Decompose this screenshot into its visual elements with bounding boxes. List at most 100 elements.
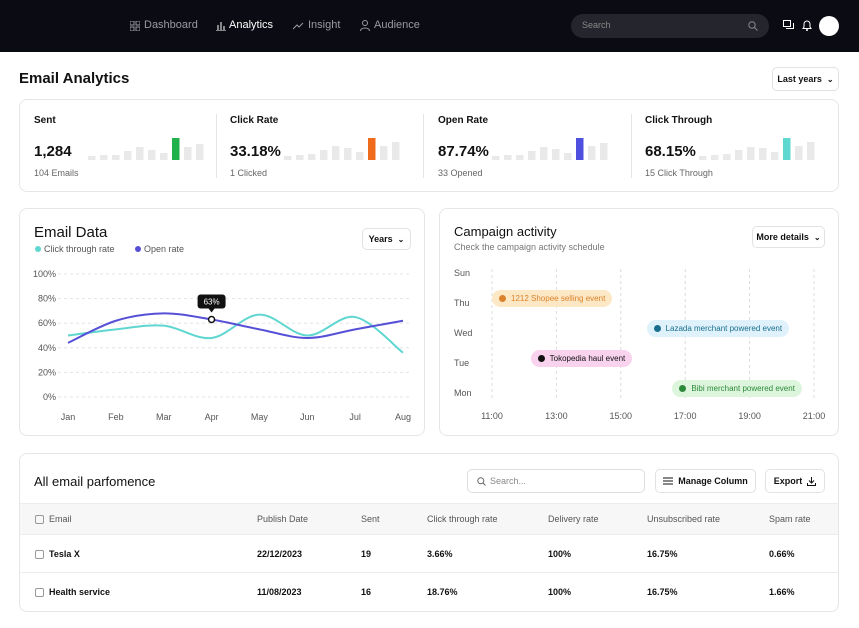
mini-bar	[795, 146, 803, 160]
mini-bar	[284, 156, 292, 160]
chat-icon[interactable]	[783, 20, 794, 31]
table-cell: 19	[361, 549, 372, 559]
search-placeholder: Search	[582, 20, 611, 30]
y-tick-label: Sun	[454, 268, 470, 278]
avatar[interactable]	[819, 16, 839, 36]
column-header: Delivery rate	[548, 514, 599, 524]
column-header: Publish Date	[257, 514, 309, 524]
stats-card: Sent 1,284 104 Emails Click Rate 33.18% 1 Cli…	[19, 99, 839, 192]
table-cell: 16.75%	[647, 549, 678, 559]
table-cell: 1.66%	[769, 587, 795, 597]
campaign-card: Campaign activity Check the campaign act…	[439, 208, 839, 436]
mini-bar	[699, 156, 707, 160]
x-tick-label: Feb	[108, 412, 124, 422]
manage-column-button[interactable]: Manage Column	[655, 469, 756, 493]
bell-icon[interactable]	[802, 20, 812, 31]
event-label: 1212 Shopee selling event	[511, 294, 606, 303]
stat-value: 68.15%	[645, 143, 696, 160]
event-label: Lazada merchant powered event	[665, 324, 783, 333]
stat-detail: 104 Emails	[34, 168, 79, 178]
table-search[interactable]: Search...	[467, 469, 645, 493]
icon	[216, 22, 226, 31]
stat-value: 33.18%	[230, 143, 281, 160]
table-cell: 16.75%	[647, 587, 678, 597]
event-pill: Lazada merchant powered event	[646, 320, 790, 337]
x-tick-label: 19:00	[738, 411, 761, 421]
nav-bar: Dashboard Analytics Insight Audience Sea…	[0, 0, 859, 52]
stat-label: Click Through	[645, 115, 713, 126]
mini-bar	[344, 148, 352, 160]
row-checkbox	[35, 588, 44, 597]
nav-item[interactable]: Insight	[308, 19, 341, 31]
mini-bar	[184, 147, 192, 160]
mini-bar	[320, 150, 328, 160]
table-card: All email parfomence Search... Manage Co…	[19, 453, 839, 612]
row-checkbox	[35, 550, 44, 559]
y-tick-label: 100%	[33, 269, 56, 279]
divider	[631, 114, 632, 178]
chevron: ⌄	[397, 234, 405, 244]
x-tick-label: Aug	[395, 412, 411, 422]
mini-bar	[172, 138, 180, 160]
icon	[748, 21, 758, 31]
y-tick-label: 0%	[43, 392, 56, 402]
stat-detail: 1 Clicked	[230, 168, 268, 178]
mini-bar	[196, 144, 204, 160]
mini-bar	[356, 152, 364, 160]
event-dot	[537, 355, 545, 362]
chevron: ⌄	[826, 74, 834, 84]
mini-bar-chart	[284, 138, 400, 160]
table-title: All email parfomence	[34, 474, 156, 489]
search-box[interactable]: Search	[571, 14, 769, 38]
stat-value: 87.74%	[438, 143, 489, 160]
mini-bar	[759, 148, 767, 160]
mini-bar	[380, 146, 388, 160]
mini-bar	[735, 150, 743, 160]
nav-item[interactable]: Dashboard	[144, 19, 198, 31]
y-tick-label: 80%	[38, 294, 56, 304]
event-pill: Tokopedia haul event	[530, 350, 633, 367]
divider	[423, 114, 424, 178]
mini-bar	[528, 151, 536, 160]
line-chart: 0% 20% 40% 60% 80% 100% Jan Feb Mar Apr May Jun Jul A…	[33, 244, 411, 422]
row-divider	[20, 572, 838, 573]
icon	[130, 21, 140, 31]
nav-item[interactable]: Analytics	[229, 19, 274, 31]
legend-label: Open rate	[144, 244, 184, 254]
chart-title: Email Data	[34, 224, 108, 241]
x-tick-label: Jan	[61, 412, 76, 422]
period-dropdown[interactable]: Last years ⌄	[772, 67, 839, 91]
chart-subtitle: Check the campaign activity schedule	[454, 242, 605, 252]
event-label: Tokopedia haul event	[549, 354, 626, 363]
mini-bar	[564, 153, 572, 160]
mini-bar	[392, 142, 400, 160]
page-title: Email Analytics	[19, 70, 130, 87]
x-tick-label: May	[251, 412, 269, 422]
table-header	[20, 503, 838, 535]
nav-item[interactable]: Audience	[374, 19, 420, 31]
mini-bar	[600, 143, 608, 160]
chart-title: Campaign activity	[454, 224, 557, 239]
mini-bar	[148, 150, 156, 160]
mini-bar	[747, 147, 755, 160]
mini-bar-chart	[492, 138, 608, 160]
details-button[interactable]: More details ⌄	[752, 226, 825, 248]
mini-bar	[160, 153, 168, 160]
icon	[293, 22, 304, 30]
y-tick-label: Wed	[454, 328, 472, 338]
header-checkbox	[35, 515, 44, 524]
x-tick-label: 21:00	[803, 411, 826, 421]
x-tick-label: Apr	[205, 412, 219, 422]
event-pill: Bibi merchant powered event	[672, 380, 802, 397]
period-dropdown[interactable]: Years ⌄	[362, 228, 411, 250]
export-button[interactable]: Export	[765, 469, 825, 493]
table-cell: 100%	[548, 549, 572, 559]
mini-bar	[504, 155, 512, 160]
table-cell: 100%	[548, 587, 572, 597]
tooltip-arrow	[208, 308, 215, 313]
y-tick-label: 20%	[38, 367, 56, 377]
mini-bar	[308, 154, 316, 160]
table-cell: Health service	[49, 587, 111, 597]
x-tick-label: Mar	[156, 412, 172, 422]
button-label: Export	[773, 476, 803, 486]
